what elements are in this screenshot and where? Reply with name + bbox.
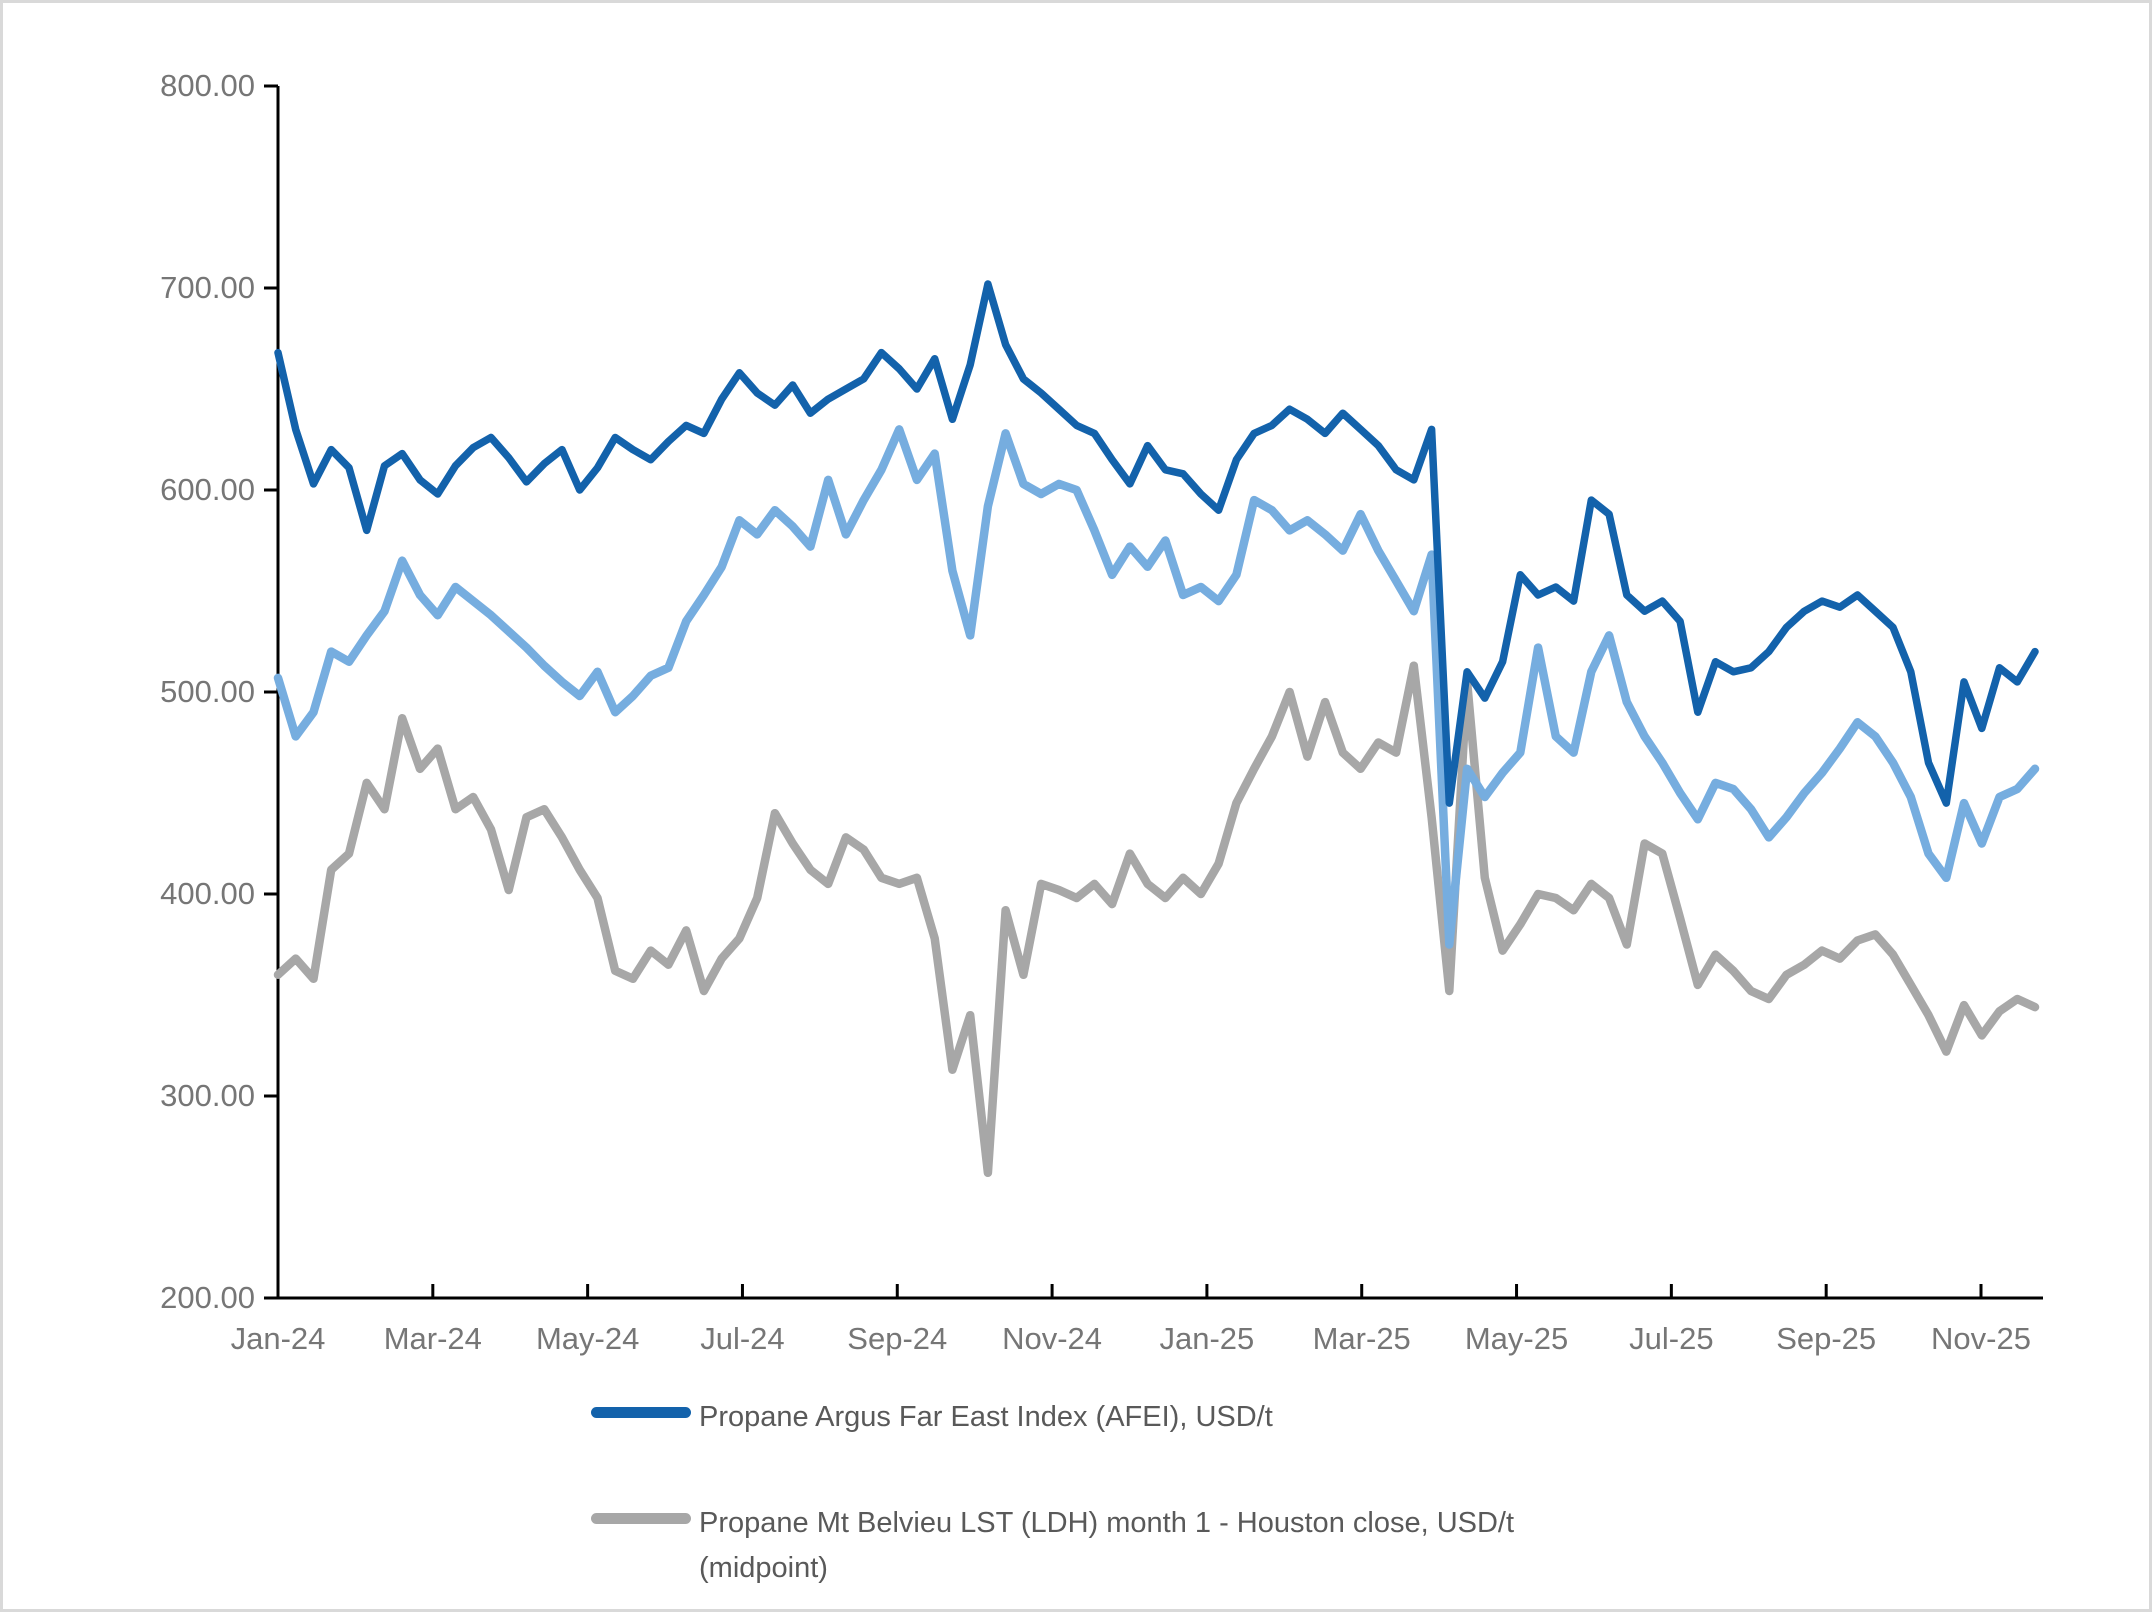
- series-line-2: [273, 661, 2040, 1178]
- series-lines: [273, 280, 2040, 1178]
- legend-label-mt-belvieu: Propane Mt Belvieu LST (LDH) month 1 - H…: [699, 1507, 1515, 1584]
- y-axis-label: 700.00: [160, 270, 255, 305]
- series-line-1: [273, 425, 2040, 949]
- x-axis-label: Jul-25: [1629, 1321, 1714, 1356]
- series-line-0: [274, 280, 2039, 807]
- x-axis-label: Jul-24: [700, 1321, 785, 1356]
- x-axis-label: Jan-25: [1159, 1321, 1255, 1356]
- x-axis-label: Jan-24: [230, 1321, 326, 1356]
- x-axis-label: Mar-25: [1312, 1321, 1411, 1356]
- y-axis-label: 800.00: [160, 68, 255, 103]
- legend-item-afei: Propane Argus Far East Index (AFEI), USD…: [591, 1395, 1273, 1440]
- y-axis-label: 400.00: [160, 876, 255, 911]
- axes: [276, 86, 2043, 1300]
- x-axis-label: Mar-24: [383, 1321, 482, 1356]
- y-axis-label: 600.00: [160, 472, 255, 507]
- legend-item-mt-belvieu: Propane Mt Belvieu LST (LDH) month 1 - H…: [591, 1501, 1599, 1591]
- x-axis-label: May-25: [1464, 1321, 1569, 1356]
- x-axis-label: May-24: [535, 1321, 640, 1356]
- x-axis-label: Nov-24: [1002, 1321, 1103, 1356]
- afei-line-swatch: [591, 1407, 691, 1418]
- x-axis-label: Sep-25: [1776, 1321, 1877, 1356]
- y-axis-label: 200.00: [160, 1280, 255, 1315]
- y-axis-label: 500.00: [160, 674, 255, 709]
- y-axis-label: 300.00: [160, 1078, 255, 1113]
- tick-marks: [264, 84, 1983, 1300]
- x-axis-label: Nov-25: [1931, 1321, 2031, 1356]
- legend-label-afei: Propane Argus Far East Index (AFEI), USD…: [699, 1401, 1273, 1433]
- x-axis-label: Sep-24: [847, 1321, 948, 1356]
- line-chart: [264, 84, 2043, 1300]
- mt-belvieu-line-swatch: [591, 1513, 691, 1524]
